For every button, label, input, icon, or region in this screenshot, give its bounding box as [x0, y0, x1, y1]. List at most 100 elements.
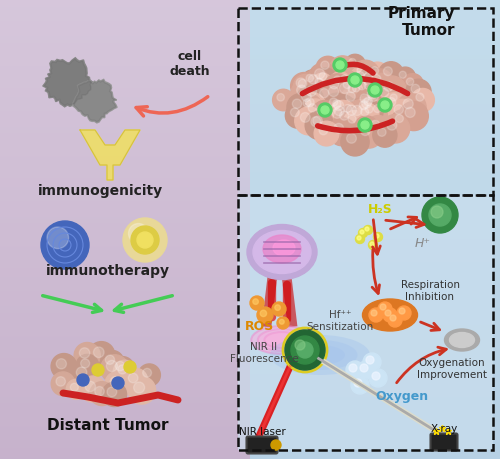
- Circle shape: [374, 233, 382, 241]
- Circle shape: [352, 106, 362, 116]
- Circle shape: [422, 197, 458, 233]
- Circle shape: [384, 67, 392, 76]
- Circle shape: [334, 61, 344, 71]
- Circle shape: [334, 101, 344, 111]
- Circle shape: [311, 117, 321, 127]
- Circle shape: [351, 76, 359, 84]
- Circle shape: [403, 99, 413, 109]
- Polygon shape: [72, 79, 117, 123]
- Circle shape: [286, 103, 310, 128]
- Circle shape: [334, 106, 360, 132]
- Circle shape: [364, 80, 373, 90]
- Polygon shape: [43, 58, 93, 107]
- Circle shape: [366, 62, 389, 85]
- Circle shape: [296, 86, 324, 114]
- Bar: [238, 195, 493, 450]
- Circle shape: [287, 94, 314, 120]
- Circle shape: [366, 73, 396, 103]
- Text: H⁺: H⁺: [415, 237, 431, 250]
- Circle shape: [328, 95, 351, 119]
- Circle shape: [330, 56, 356, 83]
- Circle shape: [371, 86, 379, 94]
- Circle shape: [344, 74, 366, 95]
- Circle shape: [374, 105, 382, 112]
- Circle shape: [320, 89, 329, 98]
- Circle shape: [272, 89, 294, 111]
- Circle shape: [303, 69, 330, 96]
- FancyArrowPatch shape: [338, 64, 373, 73]
- Circle shape: [357, 66, 367, 76]
- Circle shape: [272, 302, 286, 316]
- Circle shape: [351, 376, 369, 394]
- Circle shape: [56, 377, 66, 386]
- Circle shape: [365, 80, 386, 101]
- Circle shape: [131, 226, 159, 254]
- Circle shape: [77, 374, 89, 386]
- Circle shape: [348, 84, 356, 93]
- Circle shape: [330, 79, 339, 89]
- Circle shape: [356, 103, 379, 126]
- Circle shape: [387, 120, 397, 130]
- Circle shape: [253, 299, 258, 304]
- Circle shape: [385, 310, 391, 316]
- Circle shape: [341, 75, 348, 82]
- Circle shape: [107, 387, 117, 397]
- Circle shape: [397, 306, 411, 320]
- Circle shape: [399, 101, 428, 131]
- Polygon shape: [74, 80, 116, 122]
- Circle shape: [332, 108, 342, 118]
- Circle shape: [356, 93, 384, 121]
- Ellipse shape: [362, 299, 418, 331]
- Circle shape: [319, 73, 326, 80]
- Circle shape: [354, 96, 380, 121]
- FancyArrowPatch shape: [318, 121, 392, 131]
- Circle shape: [137, 232, 153, 248]
- Bar: [238, 195, 493, 450]
- Text: Primary
Tumor: Primary Tumor: [388, 6, 455, 38]
- Circle shape: [277, 94, 284, 101]
- Circle shape: [110, 357, 134, 381]
- Circle shape: [360, 101, 368, 110]
- Circle shape: [369, 84, 376, 92]
- Circle shape: [378, 302, 392, 316]
- Circle shape: [116, 361, 125, 371]
- Circle shape: [416, 93, 424, 101]
- Circle shape: [315, 78, 324, 86]
- Circle shape: [124, 368, 148, 392]
- Text: immunogenicity: immunogenicity: [38, 184, 162, 198]
- Circle shape: [290, 108, 300, 117]
- Circle shape: [386, 90, 406, 110]
- Text: Respiration
Inhibition: Respiration Inhibition: [400, 280, 460, 302]
- Circle shape: [358, 118, 372, 132]
- Circle shape: [296, 78, 306, 88]
- Circle shape: [294, 74, 318, 99]
- Circle shape: [356, 235, 364, 244]
- Polygon shape: [80, 130, 140, 180]
- Circle shape: [100, 355, 128, 383]
- Circle shape: [334, 76, 341, 84]
- Circle shape: [364, 86, 390, 114]
- Circle shape: [346, 100, 375, 129]
- Ellipse shape: [247, 224, 317, 280]
- Circle shape: [112, 377, 124, 389]
- Circle shape: [322, 81, 352, 110]
- Ellipse shape: [450, 332, 474, 347]
- Circle shape: [336, 61, 344, 69]
- Circle shape: [71, 362, 98, 388]
- Circle shape: [334, 78, 363, 106]
- Polygon shape: [44, 59, 92, 106]
- Circle shape: [340, 87, 367, 113]
- Circle shape: [85, 381, 96, 392]
- Circle shape: [406, 79, 431, 104]
- Circle shape: [357, 236, 361, 240]
- Circle shape: [354, 379, 362, 387]
- Circle shape: [405, 107, 415, 118]
- Circle shape: [360, 230, 364, 234]
- Circle shape: [134, 382, 144, 393]
- Bar: [238, 8, 493, 195]
- Circle shape: [359, 75, 384, 101]
- Circle shape: [373, 123, 397, 147]
- Circle shape: [372, 74, 381, 84]
- Circle shape: [324, 74, 351, 101]
- Circle shape: [275, 305, 280, 310]
